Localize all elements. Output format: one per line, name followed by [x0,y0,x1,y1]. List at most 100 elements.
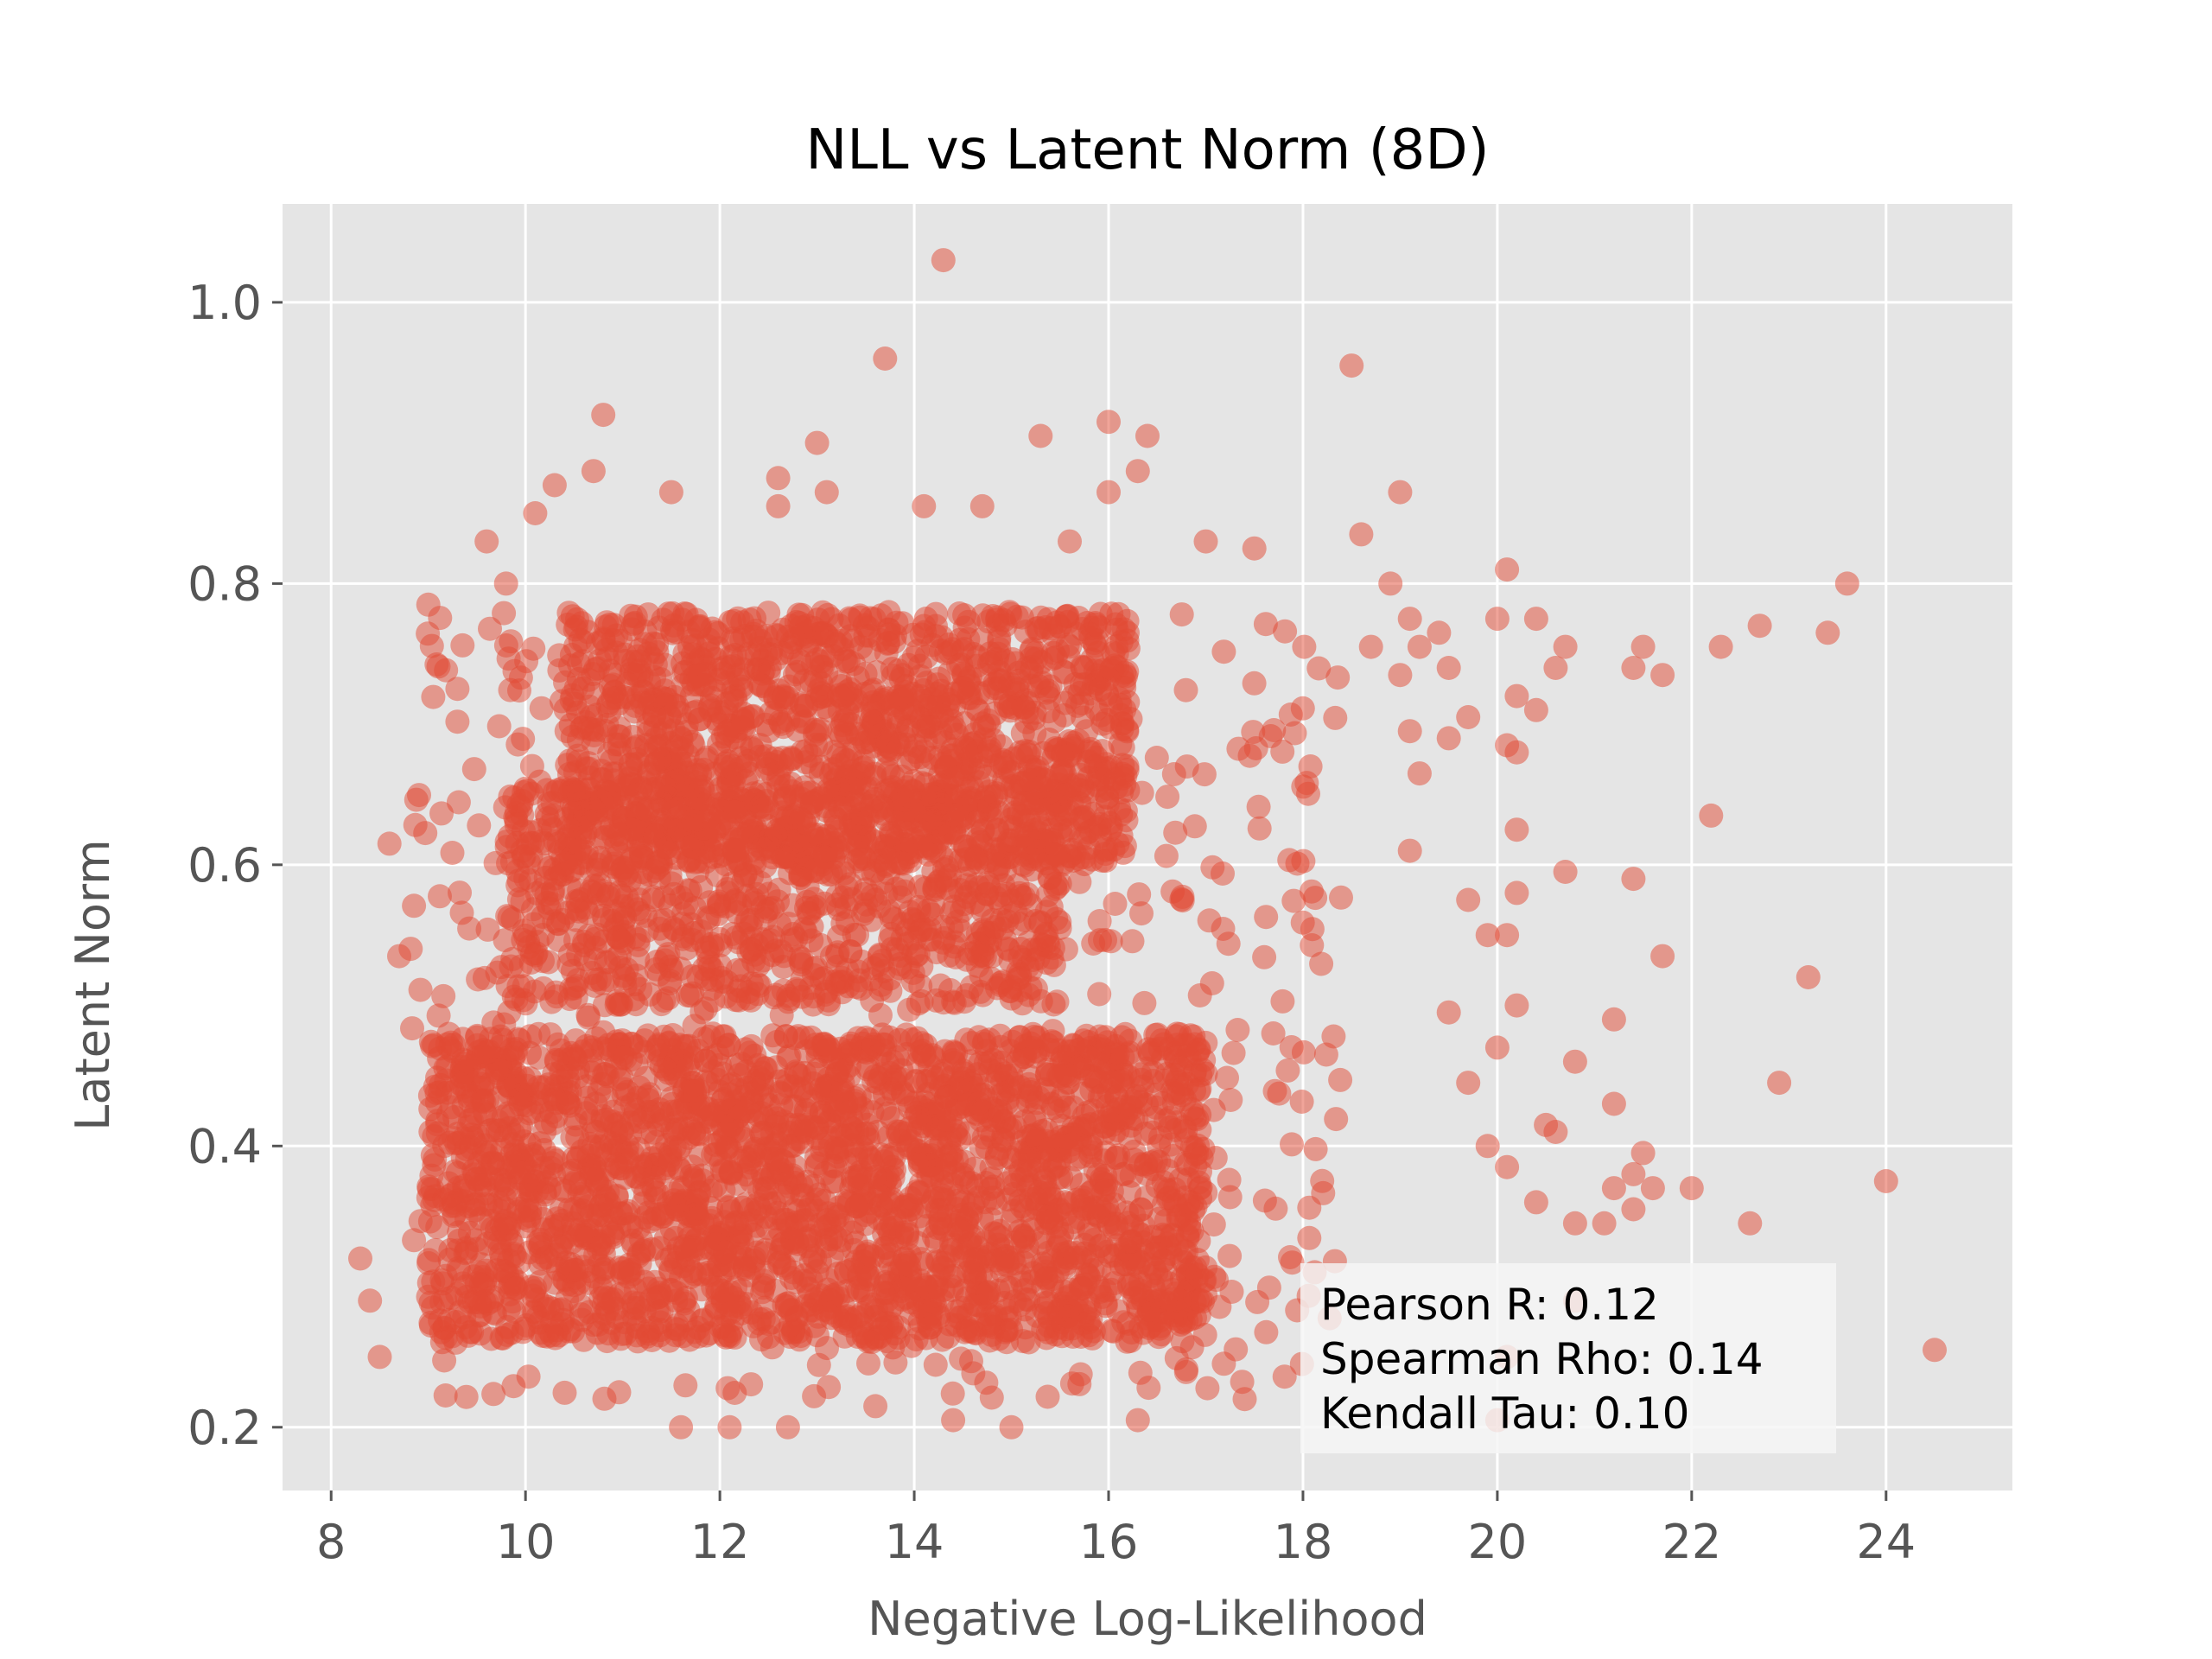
scatter-point [429,1330,454,1355]
scatter-point [939,1278,964,1303]
scatter-point [585,656,610,681]
scatter-point [546,912,571,937]
scatter-point [891,787,916,812]
scatter-point [1060,1095,1085,1120]
scatter-point [532,1296,557,1321]
scatter-point [1110,1045,1135,1070]
scatter-point [934,875,958,900]
scatter-point [432,1348,457,1373]
scatter-point [1061,730,1085,755]
scatter-point [990,1246,1015,1271]
scatter-point [717,1082,742,1107]
scatter-point [1077,749,1102,774]
scatter-point [959,1171,984,1196]
scatter-point [751,674,776,699]
scatter-point [804,647,830,672]
scatter-point [1179,1135,1205,1160]
scatter-point [591,626,616,652]
scatter-point [677,1217,702,1243]
scatter-point [1024,646,1049,671]
scatter-point [927,1186,952,1211]
scatter-point [501,1242,526,1267]
scatter-point [1116,1211,1140,1236]
scatter-point [486,1174,512,1198]
scatter-point [645,855,670,880]
scatter-point [838,939,863,964]
scatter-point [908,1106,933,1131]
scatter-point [736,1147,761,1172]
scatter-point [862,1165,887,1189]
scatter-point [720,685,745,710]
scatter-point [1112,834,1137,859]
scatter-point [777,674,802,699]
scatter-point [834,875,859,900]
scatter-point [873,1033,898,1057]
scatter-point [772,1253,797,1278]
scatter-point [1115,758,1140,782]
scatter-point [881,1081,906,1105]
scatter-point [776,1045,801,1070]
scatter-point [420,1143,445,1168]
scatter-point [900,681,925,706]
scatter-point [543,1325,568,1351]
scatter-point [623,604,648,629]
scatter-point [627,638,652,663]
scatter-point [907,745,932,770]
scatter-point [1058,634,1083,659]
scatter-point [878,978,903,1003]
scatter-point [1254,905,1279,930]
scatter-point [445,1238,470,1263]
scatter-point [1174,1239,1199,1264]
scatter-point [850,792,875,817]
scatter-point [1110,735,1135,760]
scatter-point [1021,1025,1046,1049]
scatter-point [773,1024,798,1049]
scatter-point [815,823,840,849]
scatter-point [472,1289,497,1314]
scatter-point [928,1211,953,1236]
scatter-point [445,709,470,734]
scatter-point [969,1135,994,1160]
scatter-point [688,787,713,811]
scatter-point [661,1181,686,1206]
scatter-point [772,1293,797,1318]
scatter-point [1110,1162,1135,1187]
scatter-point [683,1083,708,1108]
scatter-point [1034,680,1059,705]
scatter-point [458,1319,483,1344]
scatter-point [860,694,885,719]
scatter-point [1217,1167,1242,1192]
scatter-point [914,644,939,669]
scatter-point [734,1059,759,1084]
scatter-point [506,974,531,999]
scatter-point [584,702,609,728]
scatter-point [1133,1154,1158,1178]
scatter-point [1129,780,1154,805]
scatter-point [756,601,781,626]
scatter-point [422,1124,447,1149]
scatter-point [615,1079,639,1104]
scatter-point [1052,1244,1077,1269]
scatter-point [1022,721,1047,746]
scatter-point [788,615,813,640]
scatter-point [649,992,674,1017]
scatter-point [1010,1329,1035,1354]
scatter-point [916,842,941,867]
scatter-point [1115,608,1140,633]
scatter-point [937,632,962,657]
scatter-point [637,670,662,695]
scatter-point [1154,1208,1179,1233]
scatter-point [875,631,900,656]
scatter-point [1329,885,1353,910]
scatter-point [1027,1180,1052,1205]
scatter-point [740,704,765,729]
scatter-point [721,799,747,824]
scatter-point [963,1270,988,1295]
scatter-point [745,881,770,906]
scatter-point [1052,702,1077,728]
scatter-point [720,921,745,946]
scatter-point [822,1169,847,1194]
scatter-point [1188,1185,1213,1211]
scatter-point [808,1077,833,1102]
